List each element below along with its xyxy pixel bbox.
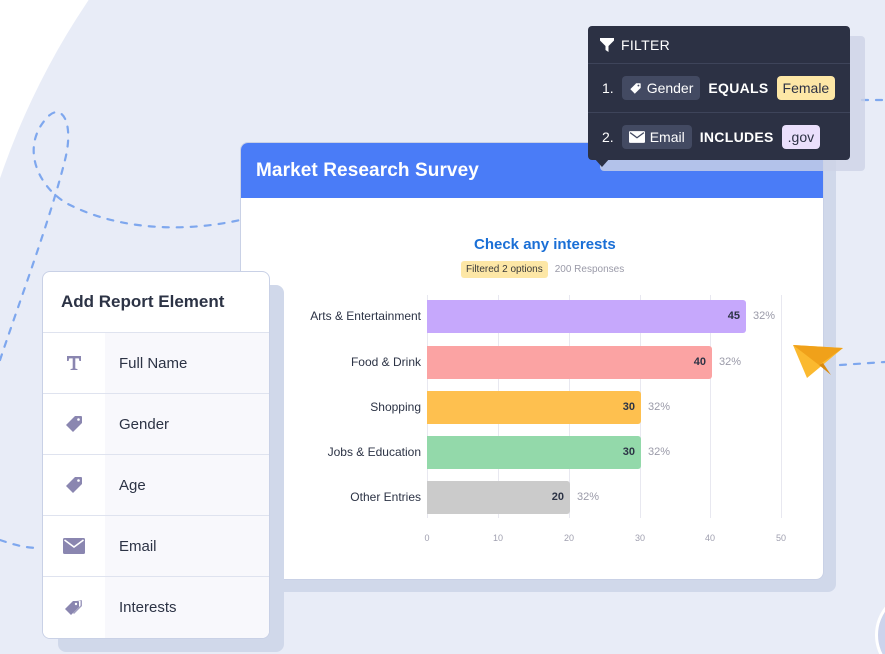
bar-row: Food & Drink 40 32%: [241, 346, 823, 379]
tag-icon: [43, 455, 105, 515]
report-element-age[interactable]: Age: [43, 455, 269, 516]
report-element-full-name[interactable]: Full Name: [43, 333, 269, 394]
bar-food-drink[interactable]: 40: [427, 346, 712, 379]
x-tick: 50: [775, 533, 787, 543]
tag-icon: [43, 394, 105, 454]
x-tick: 0: [424, 533, 430, 543]
bar-value: 40: [693, 356, 706, 368]
add-report-element-panel: Add Report Element Full Name Gender Age …: [42, 271, 270, 639]
filter-title: FILTER: [621, 36, 670, 53]
panel-header: Add Report Element: [43, 272, 269, 333]
bar-percent: 32%: [719, 356, 742, 368]
grid-line: [781, 295, 782, 518]
rule-field: Gender: [646, 80, 694, 96]
rule-operator: INCLUDES: [699, 128, 774, 145]
filter-rule[interactable]: 1. Gender EQUALS Female: [588, 64, 850, 112]
filtered-badge[interactable]: Filtered 2 options: [461, 261, 548, 278]
bar-percent: 32%: [753, 310, 776, 322]
responses-count: 200 Responses: [554, 264, 625, 275]
bar-chart: Check any interests Filtered 2 options 2…: [241, 143, 823, 579]
bar-value: 45: [727, 310, 740, 322]
bar-row: Shopping 30 32%: [241, 391, 823, 424]
bar-row: Other Entries 20 32%: [241, 481, 823, 514]
bar-row: Arts & Entertainment 45 32%: [241, 300, 823, 333]
item-label: Interests: [105, 577, 269, 638]
report-element-gender[interactable]: Gender: [43, 394, 269, 455]
bar-value: 30: [622, 446, 635, 458]
bar-value: 20: [551, 491, 564, 503]
bar-row: Jobs & Education 30 32%: [241, 436, 823, 469]
rule-operator: EQUALS: [708, 80, 769, 96]
rule-field-chip[interactable]: Email: [621, 124, 692, 149]
bar-label: Jobs & Education: [327, 445, 421, 459]
bar-value: 30: [622, 401, 635, 413]
rule-field-chip[interactable]: Gender: [621, 76, 701, 100]
report-element-interests[interactable]: Interests: [43, 577, 269, 638]
question-meta: Filtered 2 options 200 Responses: [461, 261, 624, 278]
bar-label: Food & Drink: [350, 355, 421, 369]
bar-label: Other Entries: [350, 490, 421, 504]
panel-title: Add Report Element: [61, 292, 225, 311]
paper-plane-icon: [793, 345, 843, 378]
tag-icon: [629, 82, 641, 94]
rule-value[interactable]: Female: [776, 76, 836, 100]
bar-label: Shopping: [370, 400, 421, 414]
report-element-email[interactable]: Email: [43, 516, 269, 577]
grid-line: [710, 295, 711, 518]
filter-rule[interactable]: 2. Email INCLUDES .gov: [588, 112, 850, 160]
filter-popover: FILTER 1. Gender EQUALS Female 2. Email …: [588, 26, 850, 160]
funnel-icon: [600, 37, 614, 52]
filter-popover-arrow: [594, 158, 610, 167]
item-label: Full Name: [105, 333, 269, 393]
rule-field: Email: [649, 128, 685, 145]
x-tick: 10: [492, 533, 504, 543]
bar-percent: 32%: [577, 491, 600, 503]
bar-percent: 32%: [648, 401, 671, 413]
x-tick: 40: [704, 533, 716, 543]
bar-jobs-education[interactable]: 30: [427, 436, 641, 469]
item-label: Age: [105, 455, 269, 515]
rule-index: 1.: [602, 80, 614, 96]
bar-percent: 32%: [648, 446, 671, 458]
survey-title: Market Research Survey: [256, 159, 479, 181]
bar-label: Arts & Entertainment: [310, 309, 421, 323]
envelope-icon: [628, 130, 645, 143]
envelope-icon: [43, 516, 105, 576]
survey-report-card: Market Research Survey Check any interes…: [240, 142, 824, 580]
x-tick: 20: [563, 533, 575, 543]
rule-value[interactable]: .gov: [781, 124, 821, 149]
bar-shopping[interactable]: 30: [427, 391, 641, 424]
tags-icon: [43, 577, 105, 638]
question-title: Check any interests: [474, 236, 616, 253]
item-label: Email: [105, 516, 269, 576]
item-label: Gender: [105, 394, 269, 454]
text-t-icon: [43, 333, 105, 393]
rule-index: 2.: [602, 128, 614, 145]
x-tick: 30: [634, 533, 646, 543]
bar-other-entries[interactable]: 20: [427, 481, 570, 514]
bar-arts-entertainment[interactable]: 45: [427, 300, 746, 333]
filter-header: FILTER: [588, 26, 850, 64]
